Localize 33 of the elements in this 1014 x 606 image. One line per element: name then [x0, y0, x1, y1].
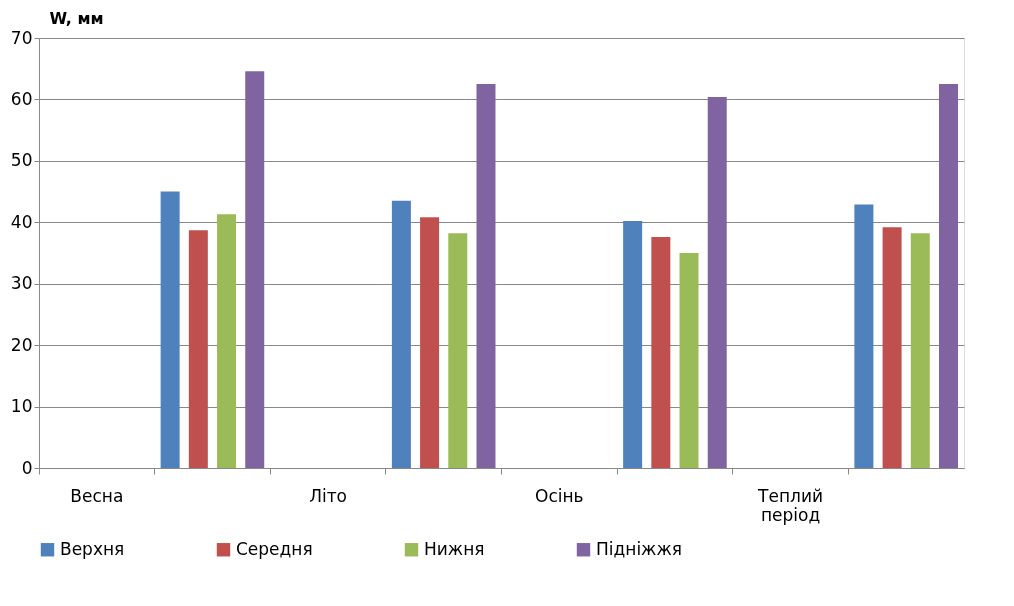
y-tick-label: 60	[10, 88, 33, 109]
y-tick-label: 70	[10, 27, 33, 48]
y-tick-label: 50	[10, 150, 33, 171]
bar	[160, 191, 180, 468]
bar	[882, 227, 902, 468]
bar	[476, 84, 496, 468]
bar	[910, 233, 930, 468]
legend-label: Середня	[236, 538, 313, 559]
bar	[188, 230, 208, 468]
x-tick-label: Весна	[70, 485, 124, 506]
y-tick-label: 30	[10, 273, 33, 294]
y-tick-label: 0	[21, 457, 33, 478]
y-tick-label: 20	[10, 334, 33, 355]
legend-label: Підніжжя	[596, 538, 682, 559]
bar	[854, 204, 874, 468]
bar	[938, 84, 958, 468]
bar	[420, 217, 440, 468]
x-tick-label: Літо	[309, 485, 347, 506]
legend-label: Верхня	[60, 538, 125, 559]
bar	[217, 214, 237, 468]
bar	[679, 253, 699, 468]
bar	[245, 71, 265, 468]
bar	[651, 237, 671, 468]
legend-label: Нижня	[424, 538, 485, 559]
bar	[623, 221, 643, 468]
bar	[707, 96, 727, 468]
bar	[448, 233, 468, 468]
x-tick-label: Теплий період	[757, 485, 824, 525]
y-tick-label: 10	[10, 396, 33, 417]
x-tick-label: Осінь	[535, 485, 584, 506]
y-tick-label: 40	[10, 211, 33, 232]
y-axis-title: W, мм	[49, 8, 104, 28]
bar	[391, 200, 411, 468]
